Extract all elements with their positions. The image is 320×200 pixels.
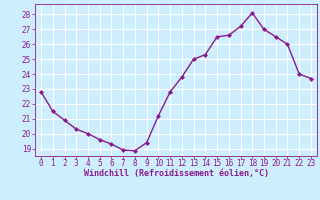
- X-axis label: Windchill (Refroidissement éolien,°C): Windchill (Refroidissement éolien,°C): [84, 169, 268, 178]
